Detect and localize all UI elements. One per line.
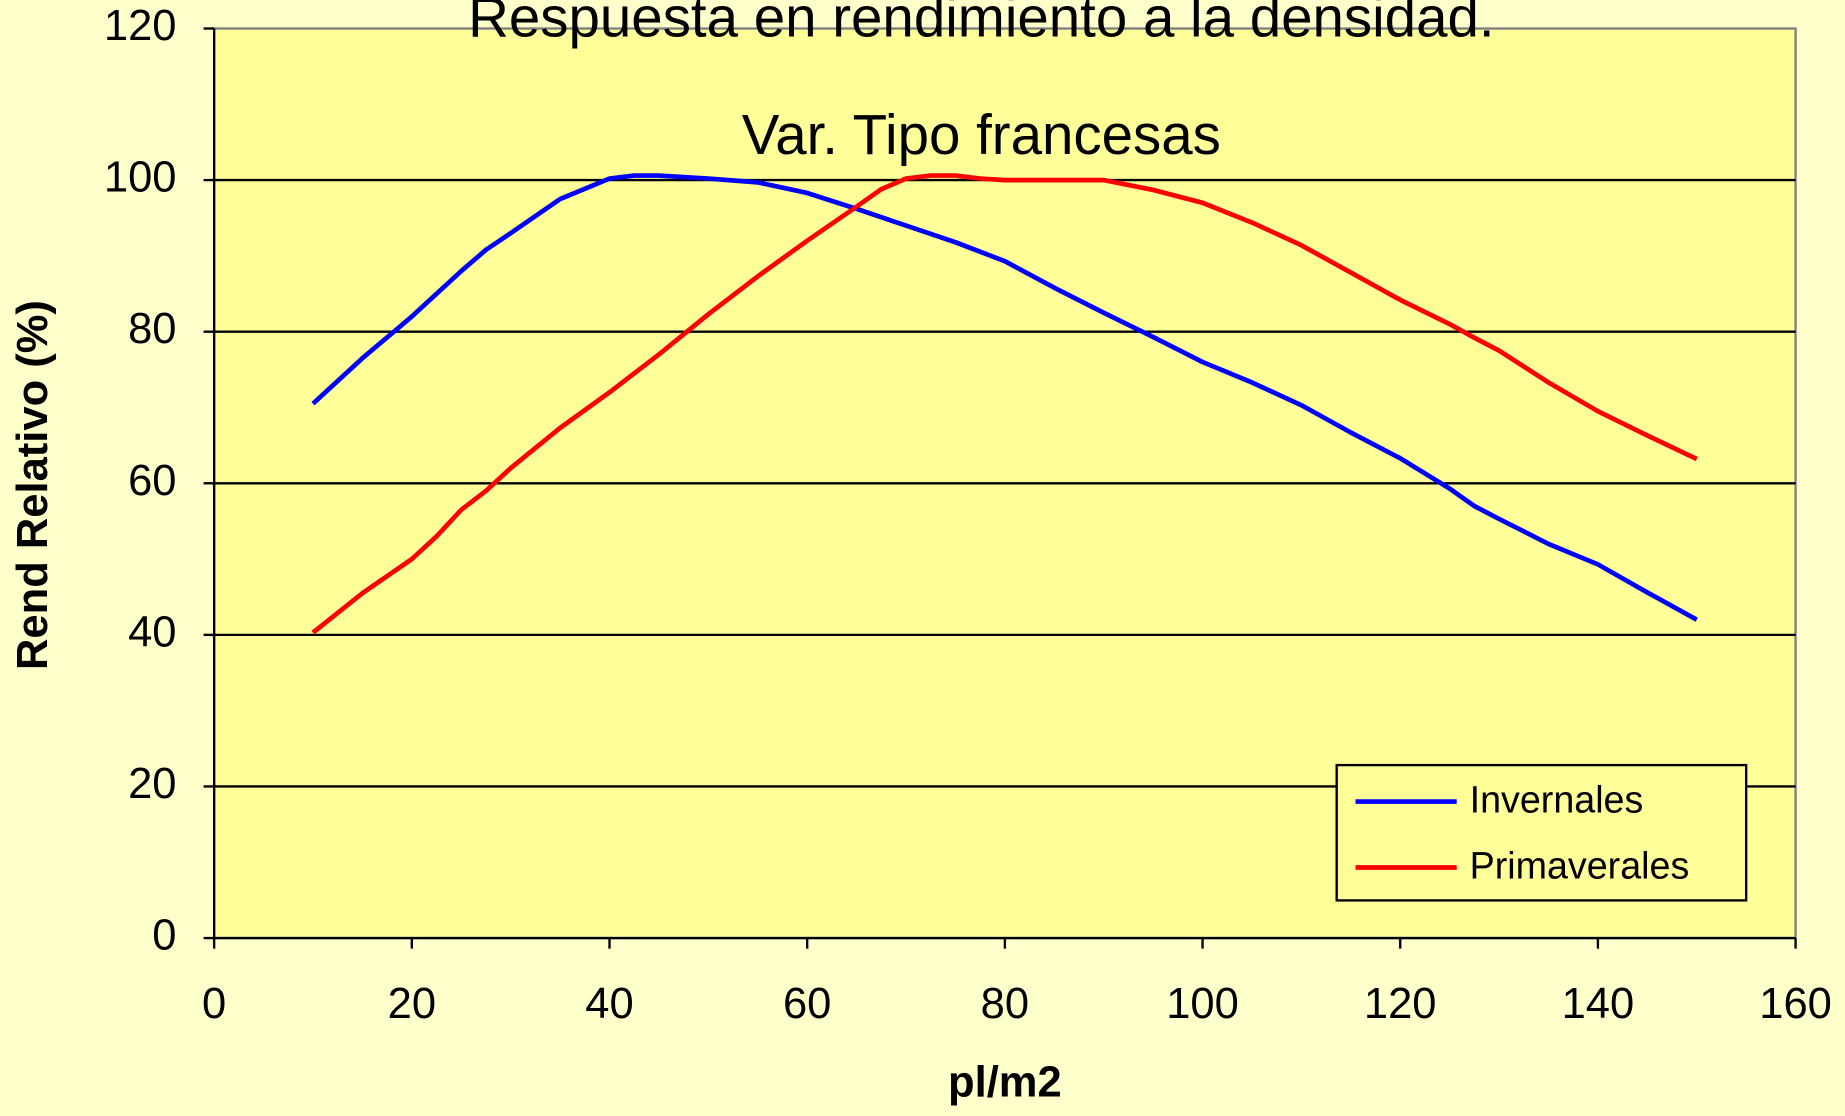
x-tick-label: 140: [1562, 980, 1635, 1028]
series-line: [311, 173, 1698, 622]
x-tick-label: 40: [585, 980, 633, 1028]
legend-box: [1335, 763, 1748, 902]
x-tick-label: 0: [202, 980, 226, 1028]
y-tick-label: 20: [128, 760, 176, 808]
chart-subtitle: Var. Tipo francesas: [742, 103, 1221, 166]
x-tick-label: 100: [1166, 980, 1239, 1028]
grid: [203, 27, 1797, 949]
x-axis-label: pl/m2: [948, 1059, 1062, 1107]
y-tick-label: 60: [128, 457, 176, 505]
y-tick-label: 120: [104, 2, 177, 50]
y-tick-label: 40: [128, 608, 176, 656]
chart-title: Respuesta en rendimiento a la densidad.: [468, 0, 1495, 48]
y-tick-label: 0: [152, 912, 176, 960]
legend: Invernales Primaverales: [1335, 763, 1748, 902]
y-axis-label: Rend Relativo (%): [9, 300, 57, 670]
legend-label: Primaverales: [1470, 845, 1690, 887]
y-tick-label: 100: [104, 154, 177, 202]
y-tick-label: 80: [128, 305, 176, 353]
x-tick-label: 80: [981, 980, 1029, 1028]
x-tick-label: 120: [1364, 980, 1437, 1028]
x-tick-label: 160: [1759, 980, 1832, 1028]
legend-label: Invernales: [1470, 779, 1644, 821]
x-tick-label: 60: [783, 980, 831, 1028]
series-line: [311, 173, 1698, 635]
lines: [311, 173, 1698, 635]
x-tick-label: 20: [388, 980, 436, 1028]
